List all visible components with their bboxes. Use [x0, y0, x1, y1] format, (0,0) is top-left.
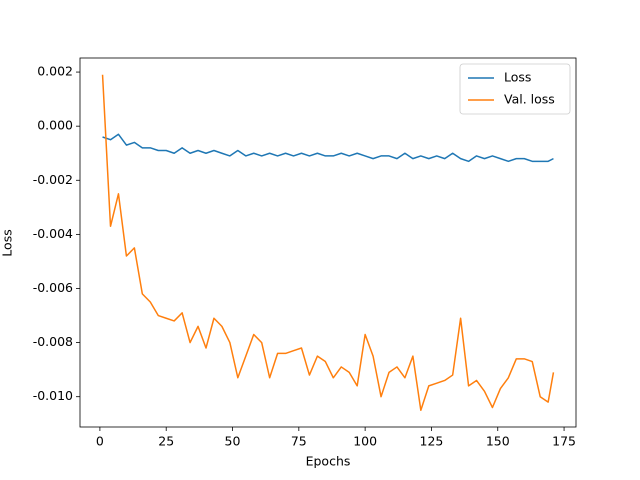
legend-label: Val. loss [504, 92, 555, 107]
legend-label: Loss [504, 70, 531, 85]
x-tick-label: 75 [291, 434, 307, 449]
y-tick-label: -0.004 [33, 226, 73, 241]
x-tick-label: 25 [158, 434, 174, 449]
plot-frame [79, 57, 577, 428]
y-axis-label: Loss [0, 229, 15, 256]
x-axis-label: Epochs [306, 454, 351, 469]
x-tick-label: 175 [552, 434, 576, 449]
line-series [102, 133, 554, 163]
y-tick-label: -0.010 [33, 388, 73, 403]
y-tick-label: 0.002 [37, 64, 73, 79]
y-tick-label: -0.002 [33, 172, 73, 187]
y-tick-label: -0.006 [33, 280, 73, 295]
line-series [101, 74, 555, 411]
y-tick-label: -0.008 [33, 334, 73, 349]
legend-box [459, 63, 571, 115]
x-tick-label: 125 [420, 434, 444, 449]
x-tick-label: 100 [353, 434, 377, 449]
x-tick-label: 0 [96, 434, 104, 449]
y-tick-label: 0.000 [37, 118, 73, 133]
x-tick-label: 150 [486, 434, 510, 449]
x-tick-label: 50 [225, 434, 241, 449]
